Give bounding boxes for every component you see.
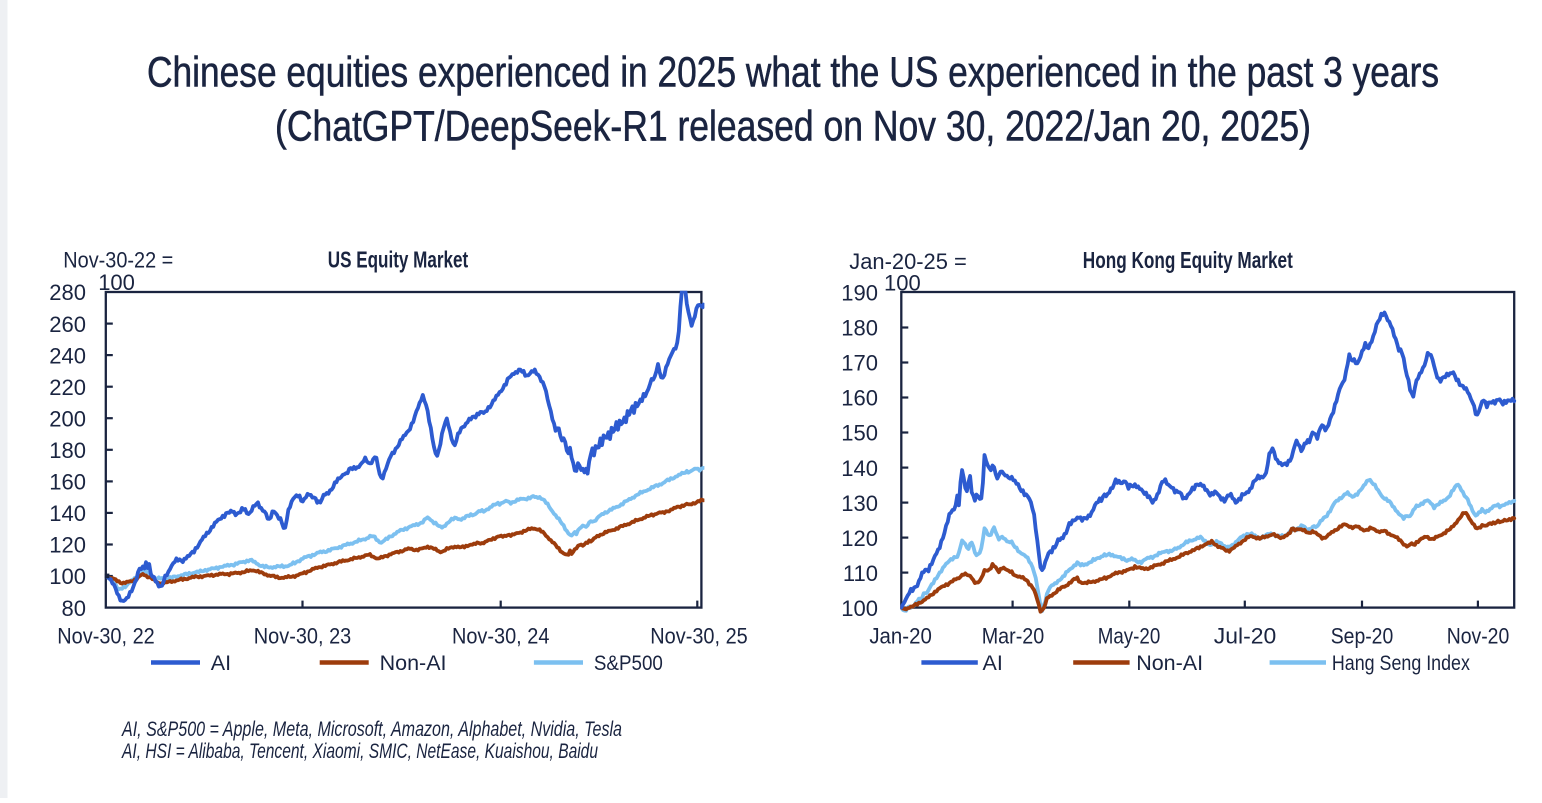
svg-text:Nov-30-22 =: Nov-30-22 =: [63, 248, 173, 273]
svg-text:220: 220: [49, 375, 86, 400]
svg-text:(ChatGPT/DeepSeek-R1 released: (ChatGPT/DeepSeek-R1 released on Nov 30,…: [275, 103, 1311, 150]
svg-text:140: 140: [49, 501, 86, 526]
svg-text:100: 100: [49, 564, 86, 589]
svg-text:150: 150: [841, 421, 878, 446]
svg-text:280: 280: [49, 280, 86, 305]
svg-text:200: 200: [49, 406, 86, 431]
svg-text:120: 120: [49, 533, 86, 558]
svg-text:Hong Kong Equity Market: Hong Kong Equity Market: [1083, 247, 1293, 273]
svg-text:S&P500: S&P500: [594, 651, 663, 675]
svg-text:Nov-20: Nov-20: [1447, 624, 1510, 649]
svg-text:240: 240: [49, 343, 86, 368]
svg-text:80: 80: [62, 596, 86, 621]
svg-text:Jan-20-25 =: Jan-20-25 =: [849, 249, 967, 274]
svg-text:Nov-30, 25: Nov-30, 25: [650, 624, 748, 649]
svg-text:Jan-20: Jan-20: [869, 624, 932, 649]
svg-text:AI: AI: [211, 651, 231, 675]
svg-text:AI, S&P500 = Apple, Meta, Micr: AI, S&P500 = Apple, Meta, Microsoft, Ama…: [120, 718, 622, 741]
svg-text:190: 190: [841, 281, 878, 306]
svg-text:160: 160: [841, 386, 878, 411]
svg-text:180: 180: [841, 316, 878, 341]
svg-text:Non-AI: Non-AI: [1136, 651, 1203, 675]
svg-text:Mar-20: Mar-20: [982, 624, 1045, 649]
svg-text:120: 120: [841, 526, 878, 551]
svg-text:AI, HSI = Alibaba, Tencent, Xi: AI, HSI = Alibaba, Tencent, Xiaomi, SMIC…: [121, 740, 599, 763]
svg-text:160: 160: [49, 470, 86, 495]
svg-text:Nov-30, 22: Nov-30, 22: [57, 624, 155, 649]
svg-text:100: 100: [98, 270, 135, 295]
svg-text:Non-AI: Non-AI: [380, 651, 447, 675]
svg-text:100: 100: [884, 271, 921, 296]
svg-text:110: 110: [843, 561, 878, 586]
svg-text:Chinese equities experienced i: Chinese equities experienced in 2025 wha…: [147, 50, 1439, 97]
svg-text:Hang Seng Index: Hang Seng Index: [1332, 651, 1470, 675]
svg-text:140: 140: [841, 456, 878, 481]
svg-text:170: 170: [841, 351, 878, 376]
svg-text:180: 180: [49, 438, 86, 463]
svg-text:May-20: May-20: [1098, 624, 1161, 649]
svg-text:Sep-20: Sep-20: [1331, 624, 1394, 649]
svg-text:100: 100: [841, 596, 878, 621]
svg-text:260: 260: [49, 312, 86, 337]
svg-text:130: 130: [841, 491, 878, 516]
svg-text:Nov-30, 24: Nov-30, 24: [452, 624, 550, 649]
svg-text:Nov-30, 23: Nov-30, 23: [254, 624, 352, 649]
svg-text:Jul-20: Jul-20: [1214, 624, 1277, 649]
svg-text:AI: AI: [983, 651, 1003, 675]
svg-text:US Equity Market: US Equity Market: [328, 247, 469, 273]
